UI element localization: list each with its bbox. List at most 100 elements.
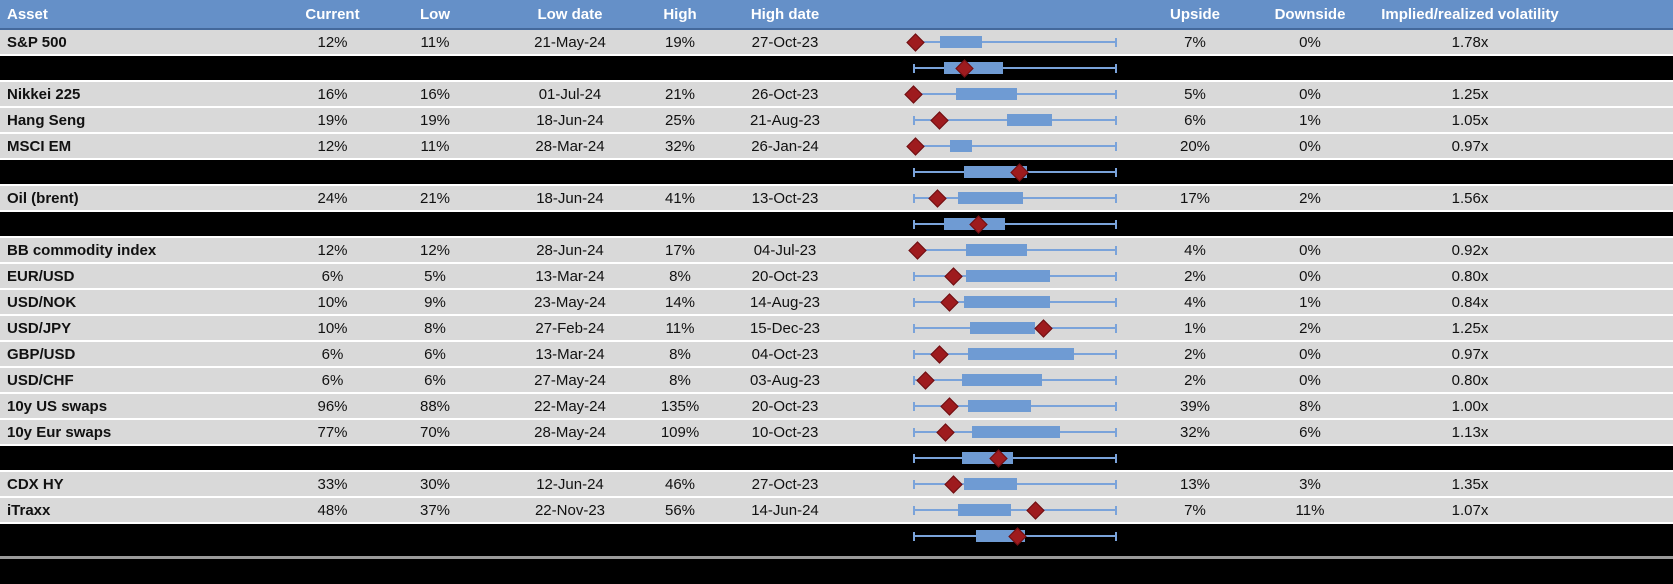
diamond-marker-icon xyxy=(936,422,955,442)
boxplot xyxy=(860,446,1135,470)
cell-downside: 0% xyxy=(1299,371,1321,389)
cell-low-date: 18-Jun-24 xyxy=(536,189,604,207)
asset-row: EUR/USD 6% 5% 13-Mar-24 8% 20-Oct-23 2% 0% 0.80x xyxy=(0,264,1673,290)
cell-downside: 11% xyxy=(1295,501,1325,519)
whisker-cap-left xyxy=(913,479,915,489)
cell-implied-realized: 0.80x xyxy=(1451,371,1489,389)
cell-high-date: 20-Oct-23 xyxy=(751,397,819,415)
whisker-cap-left xyxy=(913,63,915,73)
iqr-box xyxy=(939,36,983,48)
boxplot xyxy=(860,56,1135,80)
cell-asset: 10y US swaps xyxy=(7,397,108,415)
whisker-cap-right xyxy=(1115,297,1117,307)
column-header-low: Low xyxy=(420,5,450,23)
cell-asset: USD/CHF xyxy=(7,371,74,389)
boxplot xyxy=(860,186,1135,210)
cell-low-date: 12-Jun-24 xyxy=(536,475,604,493)
column-header-asset: Asset xyxy=(7,5,48,23)
boxplot xyxy=(860,342,1135,366)
summary-row xyxy=(0,446,1673,472)
diamond-marker-icon xyxy=(940,396,959,416)
cell-implied-realized: 0.97x xyxy=(1451,137,1489,155)
cell-implied-realized: 0.92x xyxy=(1451,241,1489,259)
footer-divider-line xyxy=(0,556,1673,559)
diamond-marker-icon xyxy=(905,136,925,156)
iqr-box xyxy=(968,400,1032,412)
asset-row: iTraxx 48% 37% 22-Nov-23 56% 14-Jun-24 7% 11% 1.… xyxy=(0,498,1673,524)
cell-implied-realized: 1.25x xyxy=(1451,85,1489,103)
whisker-cap-right xyxy=(1115,401,1117,411)
whisker-cap-right xyxy=(1115,141,1117,151)
diamond-marker-icon xyxy=(1026,500,1045,520)
cell-asset: GBP/USD xyxy=(7,345,76,363)
column-header-downside: Downside xyxy=(1274,5,1346,23)
iqr-box xyxy=(961,374,1042,386)
cell-current: 6% xyxy=(321,345,344,363)
whisker-cap-right xyxy=(1115,479,1117,489)
iqr-box xyxy=(966,270,1050,282)
boxplot xyxy=(860,82,1135,106)
cell-downside: 3% xyxy=(1299,475,1321,493)
iqr-box xyxy=(957,192,1024,204)
diamond-marker-icon xyxy=(930,110,949,130)
cell-high-date: 03-Aug-23 xyxy=(749,371,821,389)
cell-downside: 0% xyxy=(1299,85,1321,103)
cell-upside: 13% xyxy=(1179,475,1211,493)
asset-row: Nikkei 225 16% 16% 01-Jul-24 21% 26-Oct-23 5% 0… xyxy=(0,82,1673,108)
cell-high-date: 27-Oct-23 xyxy=(751,475,819,493)
cell-low-date: 22-Nov-23 xyxy=(534,501,606,519)
cell-low: 5% xyxy=(424,267,446,285)
asset-row: S&P 500 12% 11% 21-May-24 19% 27-Oct-23 7% 0% 1.… xyxy=(0,30,1673,56)
cell-current: 12% xyxy=(317,33,348,51)
cell-low: 19% xyxy=(419,111,451,129)
cell-upside: 2% xyxy=(1184,345,1206,363)
whisker-line xyxy=(913,145,1117,147)
cell-current: 19% xyxy=(317,111,348,129)
iqr-box xyxy=(949,140,973,152)
diamond-marker-icon xyxy=(903,84,923,104)
cell-high-date: 14-Jun-24 xyxy=(751,501,819,519)
cell-implied-realized: 0.80x xyxy=(1451,267,1489,285)
column-header-high-date: High date xyxy=(750,5,820,23)
diamond-marker-icon xyxy=(930,344,949,364)
cell-upside: 17% xyxy=(1179,189,1211,207)
iqr-box xyxy=(964,296,1050,308)
asset-row: USD/CHF 6% 6% 27-May-24 8% 03-Aug-23 2% 0% 0.80x xyxy=(0,368,1673,394)
cell-low: 6% xyxy=(424,345,446,363)
diamond-marker-icon xyxy=(916,370,935,390)
column-header-chart xyxy=(860,0,1135,28)
cell-asset: Nikkei 225 xyxy=(7,85,81,103)
cell-low-date: 18-Jun-24 xyxy=(536,111,604,129)
cell-asset: S&P 500 xyxy=(7,33,67,51)
cell-high-date: 04-Jul-23 xyxy=(753,241,817,259)
whisker-cap-left xyxy=(913,453,915,463)
whisker-cap-left xyxy=(913,323,915,333)
cell-asset: 10y Eur swaps xyxy=(7,423,112,441)
cell-high-date: 26-Jan-24 xyxy=(751,137,819,155)
whisker-line xyxy=(913,41,1117,43)
cell-current: 33% xyxy=(317,475,348,493)
boxplot xyxy=(860,30,1135,54)
cell-current: 6% xyxy=(321,371,344,389)
cell-upside: 6% xyxy=(1184,111,1206,129)
cell-downside: 0% xyxy=(1299,267,1321,285)
cell-high: 41% xyxy=(664,189,696,207)
whisker-cap-left xyxy=(913,375,915,385)
cell-asset: iTraxx xyxy=(7,501,51,519)
cell-implied-realized: 1.78x xyxy=(1451,33,1489,51)
cell-downside: 8% xyxy=(1299,397,1321,415)
cell-low-date: 27-May-24 xyxy=(534,371,606,389)
whisker-cap-left xyxy=(913,297,915,307)
boxplot xyxy=(860,394,1135,418)
cell-high: 21% xyxy=(664,85,696,103)
cell-current: 10% xyxy=(317,319,348,337)
whisker-cap-left xyxy=(913,401,915,411)
cell-upside: 32% xyxy=(1179,423,1211,441)
boxplot xyxy=(860,212,1135,236)
whisker-cap-right xyxy=(1115,349,1117,359)
cell-high: 8% xyxy=(669,267,691,285)
cell-current: 96% xyxy=(317,397,348,415)
table-footer-band xyxy=(0,556,1673,584)
cell-high: 109% xyxy=(660,423,700,441)
whisker-cap-left xyxy=(913,167,915,177)
